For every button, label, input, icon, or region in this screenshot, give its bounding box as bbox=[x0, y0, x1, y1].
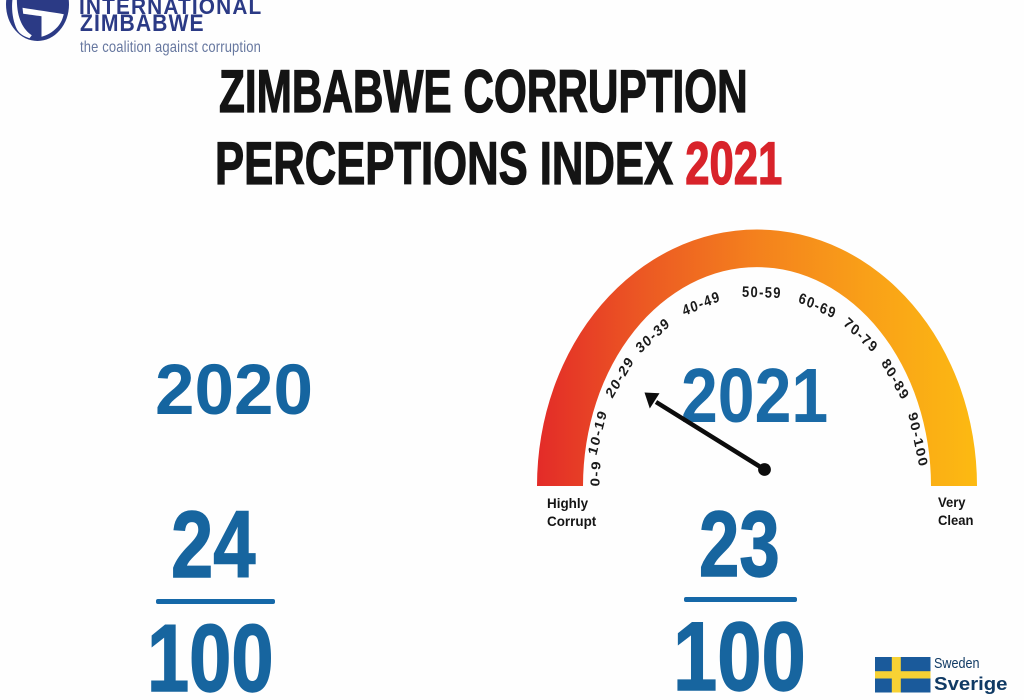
svg-text:0-9: 0-9 bbox=[587, 459, 603, 487]
svg-text:40-49: 40-49 bbox=[680, 287, 722, 319]
svg-text:50-59: 50-59 bbox=[742, 283, 782, 302]
svg-text:60-69: 60-69 bbox=[797, 289, 839, 322]
